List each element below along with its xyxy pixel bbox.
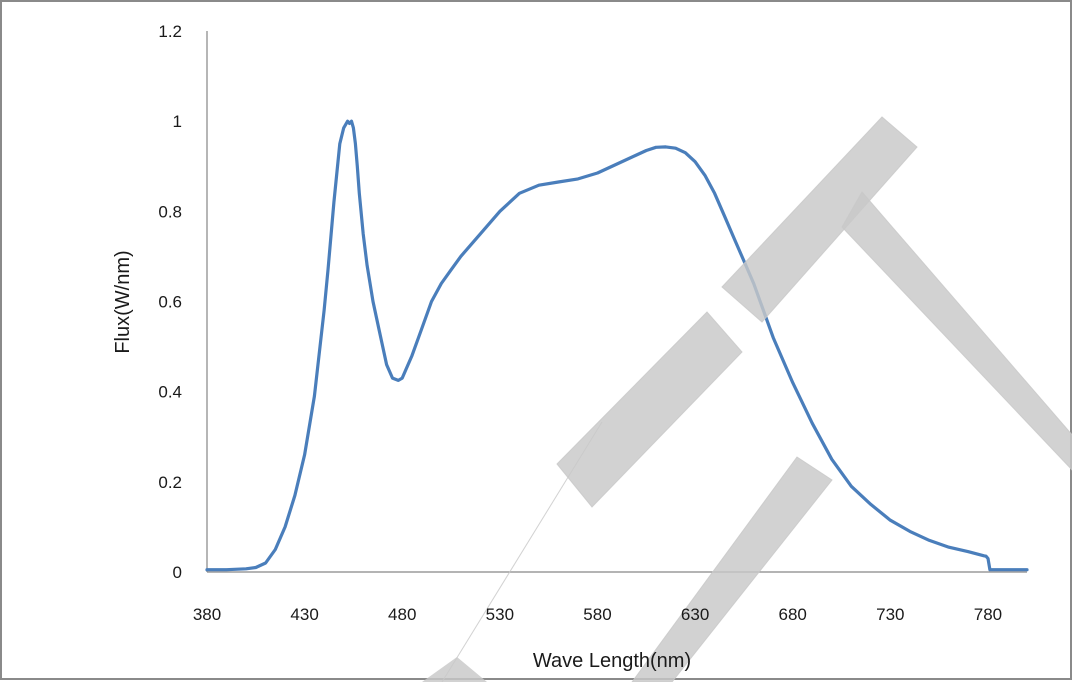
spectrum-series-line [205,119,1029,572]
x-tick-label: 480 [388,605,416,624]
x-tick-label: 430 [290,605,318,624]
x-tick-label: 580 [583,605,611,624]
y-tick-label: 0 [173,563,182,582]
x-tick-label: 630 [681,605,709,624]
y-tick-label: 0.8 [158,202,182,221]
y-tick-label: 0.6 [158,293,182,312]
watermark-stroke [422,657,487,682]
y-tick-label: 0.2 [158,473,182,492]
watermark-stroke [631,456,833,682]
x-tick-label: 530 [486,605,514,624]
y-tick-label: 0.4 [158,383,182,402]
watermark-stroke [841,191,1072,471]
x-tick-label: 380 [193,605,221,624]
y-tick-label: 1 [173,112,182,131]
watermark-stroke [556,311,743,508]
x-tick-label: 680 [779,605,807,624]
x-tick-label: 730 [876,605,904,624]
x-tick-label: 780 [974,605,1002,624]
watermark-stroke [721,116,918,323]
x-axis-title: Wave Length(nm) [533,650,691,672]
y-tick-label: 1.2 [158,22,182,41]
y-axis-title: Flux(W/nm) [112,250,134,353]
